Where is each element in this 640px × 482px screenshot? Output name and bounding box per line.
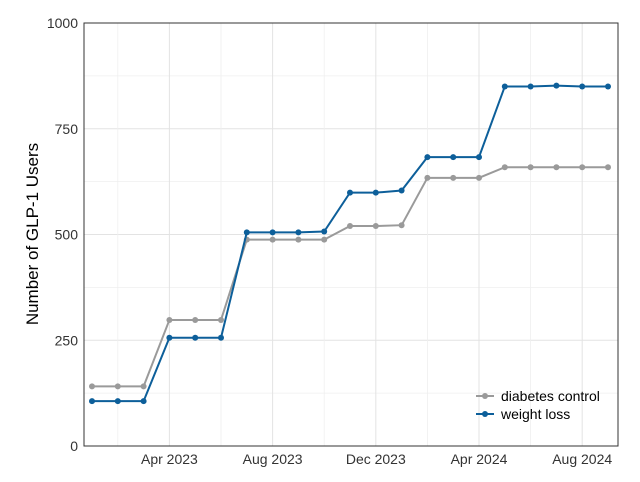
y-tick-label: 750 <box>55 121 79 137</box>
data-point <box>295 229 302 236</box>
data-point <box>114 398 121 405</box>
data-point <box>218 334 224 341</box>
x-tick-label: Aug 2024 <box>552 451 612 467</box>
data-point <box>501 83 508 90</box>
series-weight-loss <box>89 82 611 405</box>
data-point <box>450 154 457 161</box>
data-point <box>398 187 405 194</box>
legend: diabetes control weight loss <box>476 388 600 422</box>
x-tick-label: Aug 2023 <box>243 451 303 467</box>
y-axis-label: Number of GLP-1 Users <box>23 143 42 325</box>
data-point <box>553 164 560 171</box>
axes: 0 250 500 750 1000 Apr 2023 Aug 2023 Dec 2023 Ap… <box>47 15 619 467</box>
data-point <box>295 236 302 243</box>
series <box>89 82 611 405</box>
data-point <box>166 316 173 323</box>
data-point <box>553 82 560 89</box>
data-point <box>192 316 199 323</box>
legend-key-point <box>482 411 488 417</box>
x-tick-label: Apr 2023 <box>141 451 198 467</box>
plot-border <box>83 22 619 447</box>
data-point <box>372 223 379 230</box>
data-point <box>89 398 95 405</box>
data-point <box>269 229 276 236</box>
data-point <box>243 229 250 236</box>
data-point <box>579 164 586 171</box>
series-diabetes-control <box>89 164 611 390</box>
data-point <box>527 164 534 171</box>
y-tick-label: 500 <box>55 227 79 243</box>
data-point <box>424 174 431 181</box>
grid <box>84 22 618 447</box>
data-point <box>114 383 121 390</box>
y-tick-label: 0 <box>70 438 78 454</box>
data-point <box>372 189 379 196</box>
data-point <box>192 334 199 341</box>
data-point <box>476 154 482 161</box>
data-point <box>140 398 147 405</box>
data-point <box>218 316 224 323</box>
y-tick-label: 250 <box>55 332 79 348</box>
data-point <box>450 174 457 181</box>
data-point <box>89 383 95 390</box>
data-point <box>347 223 353 230</box>
data-point <box>321 236 328 243</box>
data-point <box>424 154 431 161</box>
data-point <box>140 383 147 390</box>
data-point <box>321 228 328 235</box>
legend-item: diabetes control <box>476 388 600 404</box>
data-point <box>269 236 276 243</box>
data-point <box>476 174 482 181</box>
data-point <box>166 334 173 341</box>
y-tick-label: 1000 <box>47 15 78 31</box>
data-point <box>501 164 508 171</box>
data-point <box>398 222 405 229</box>
data-point <box>527 83 534 90</box>
data-point <box>579 83 586 90</box>
data-point <box>605 83 611 90</box>
legend-key-point <box>482 393 488 399</box>
legend-item: weight loss <box>476 406 570 422</box>
data-point <box>347 189 353 196</box>
legend-label: diabetes control <box>501 388 600 404</box>
data-point <box>605 164 611 171</box>
x-tick-label: Dec 2023 <box>346 451 406 467</box>
x-tick-label: Apr 2024 <box>451 451 508 467</box>
legend-label: weight loss <box>500 406 570 422</box>
